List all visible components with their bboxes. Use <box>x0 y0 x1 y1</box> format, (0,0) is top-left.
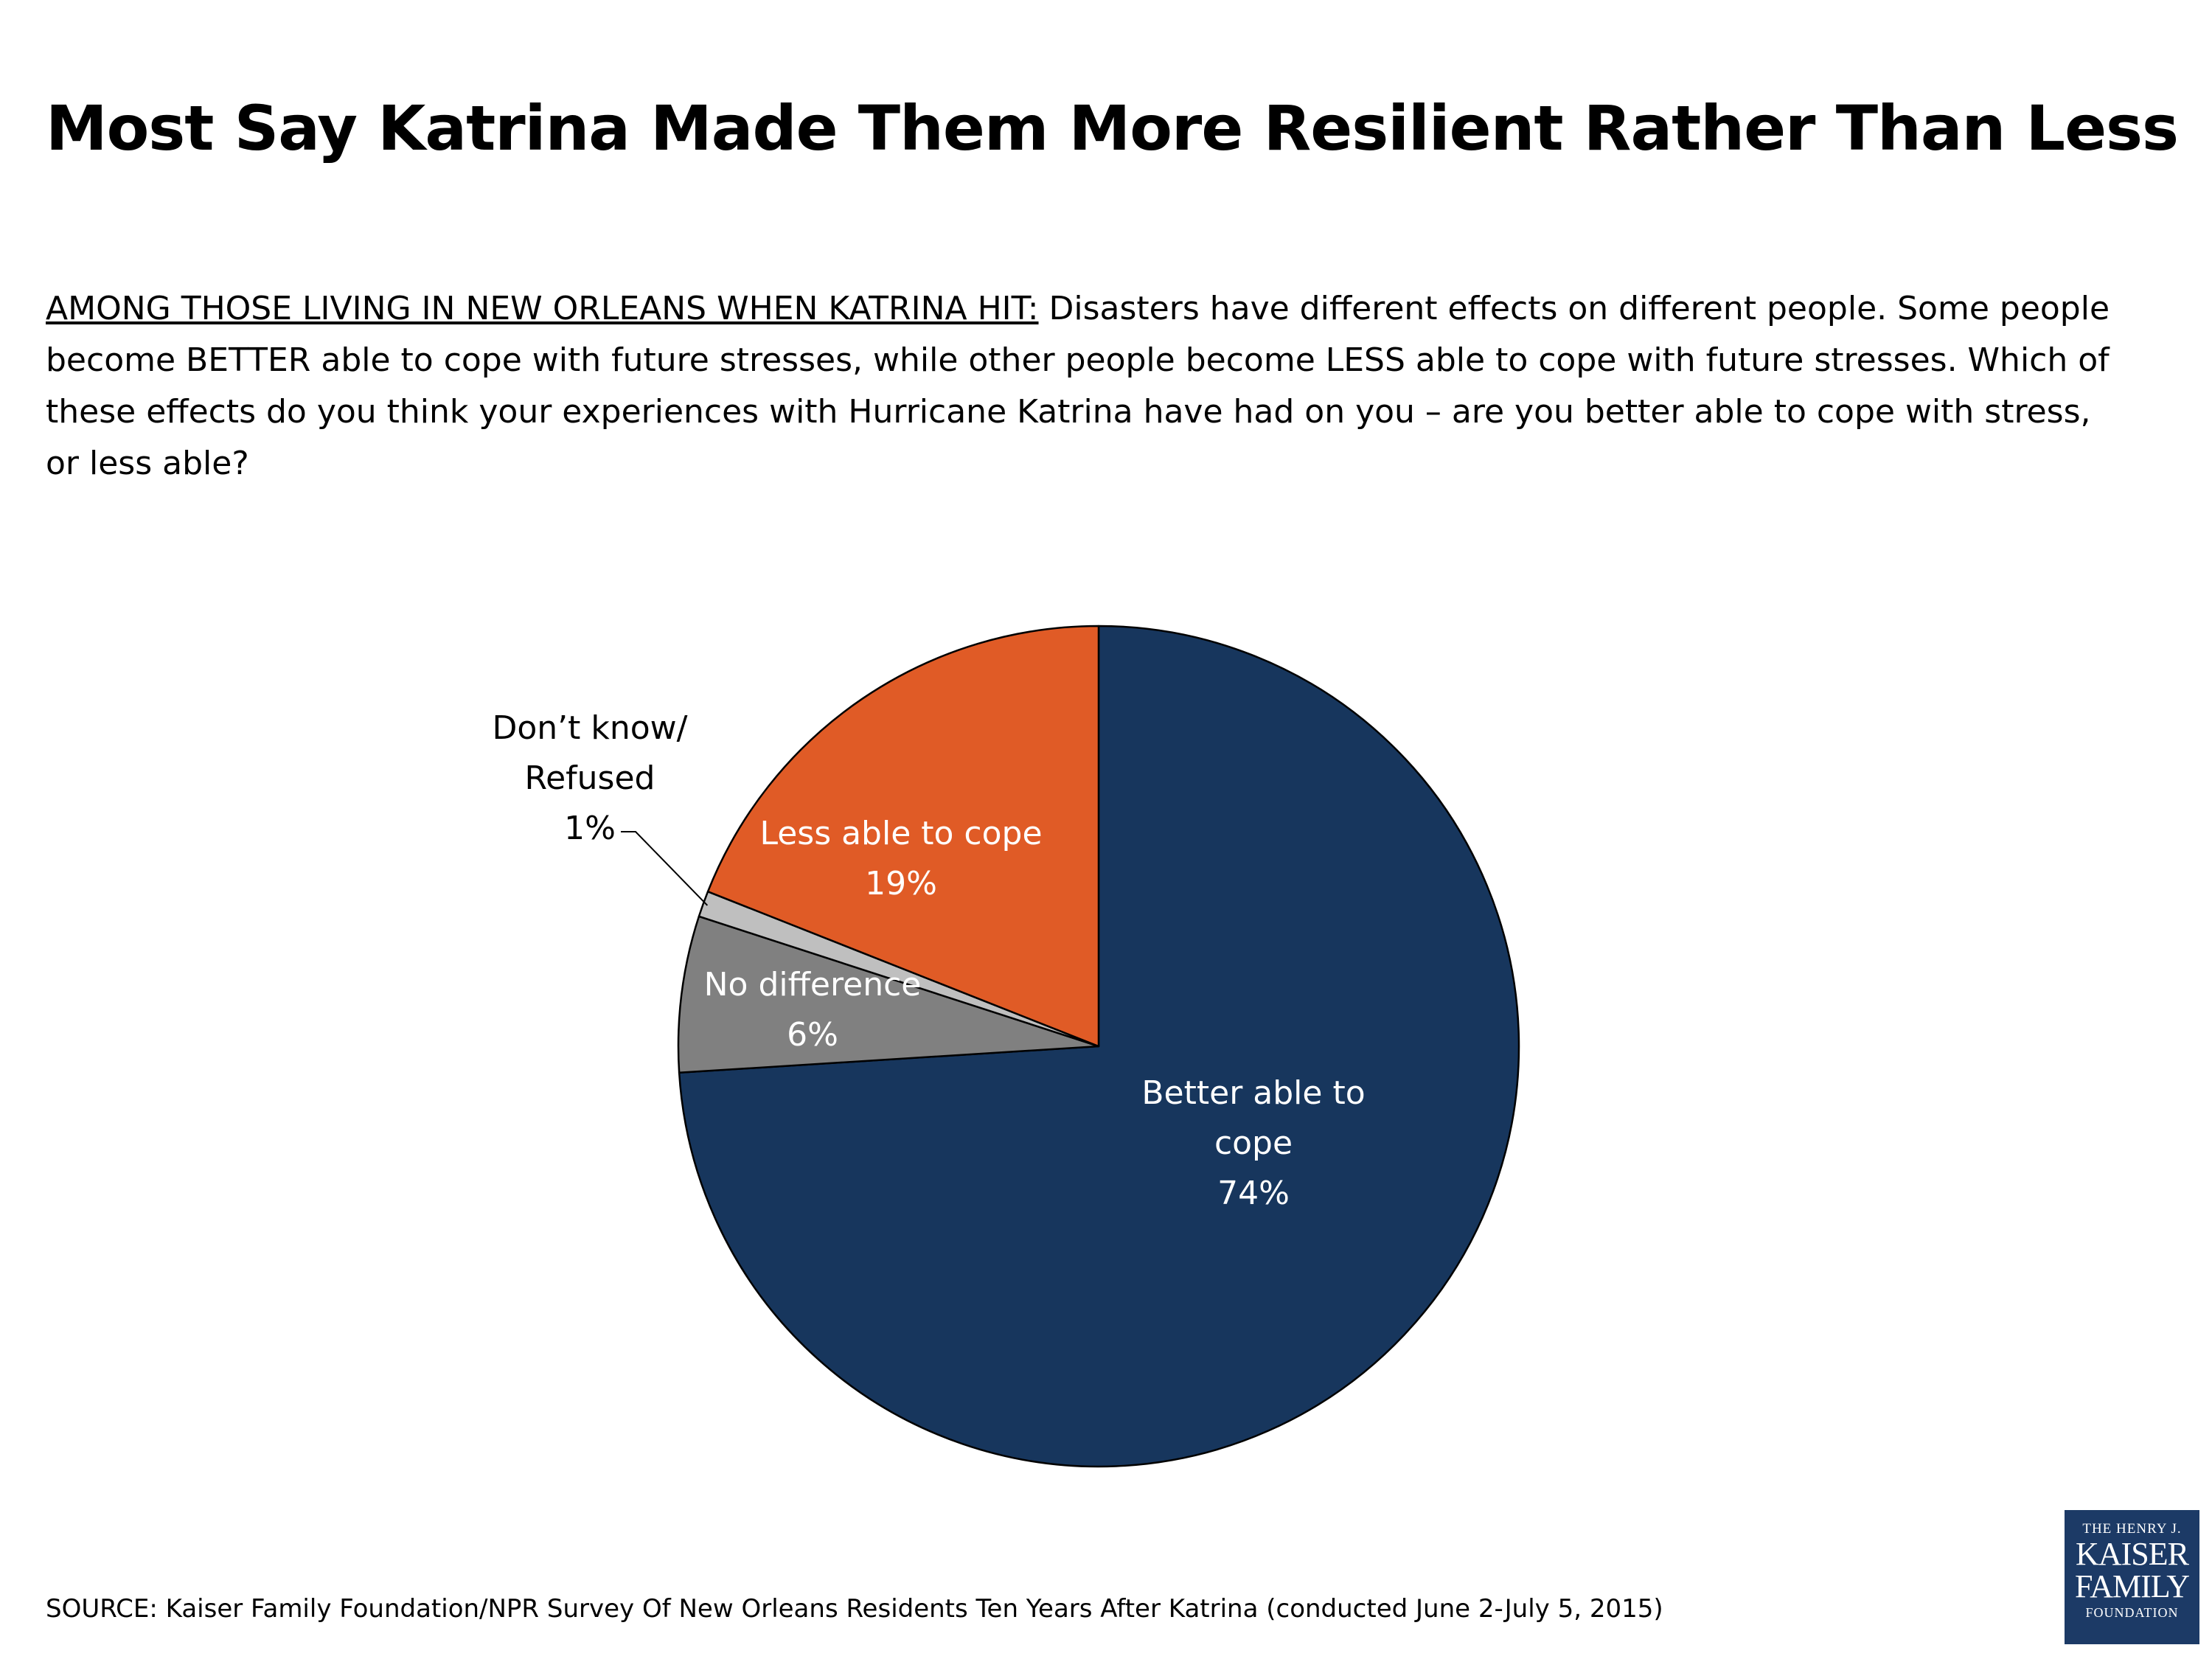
logo-line-1: THE HENRY J. <box>2082 1521 2182 1537</box>
logo-line-4: FOUNDATION <box>2085 1605 2179 1620</box>
pie-slice-3 <box>706 625 1100 1048</box>
slice-category-label-1: No difference <box>704 966 922 1004</box>
slice-category-label-2: Refused <box>525 759 655 797</box>
slice-value-label-0: 74% <box>1217 1175 1290 1212</box>
question-text: Disasters have different effects on diff… <box>46 290 2110 482</box>
slice-category-label-0: Better able to <box>1141 1074 1365 1112</box>
source-note: SOURCE: Kaiser Family Foundation/NPR Sur… <box>46 1594 1663 1624</box>
pie-slice-1 <box>677 915 1100 1074</box>
logo-line-3: FAMILY <box>2074 1568 2190 1604</box>
slice-label-2: Don’t know/Refused 1% <box>492 709 687 847</box>
slice-category-label-2: Don’t know/ <box>492 709 687 747</box>
slice-category-label-3: Less able to cope <box>759 815 1042 852</box>
slice-value-label-1: 6% <box>787 1016 838 1054</box>
kaiser-family-foundation-logo: THE HENRY J. KAISER FAMILY FOUNDATION <box>2065 1510 2199 1644</box>
slice-value-label-3: 19% <box>865 865 937 902</box>
slice-label-3: Less able to cope 19% <box>759 815 1042 902</box>
slice-value-label-2: 1% <box>564 810 616 847</box>
slice-label-1: No difference 6% <box>704 966 922 1054</box>
page-title: Most Say Katrina Made Them More Resilien… <box>46 92 2179 164</box>
question-lead: AMONG THOSE LIVING IN NEW ORLEANS WHEN K… <box>46 290 1039 327</box>
leader-line-2 <box>621 831 709 906</box>
survey-question: AMONG THOSE LIVING IN NEW ORLEANS WHEN K… <box>46 283 2110 490</box>
logo-line-2: KAISER <box>2076 1536 2189 1572</box>
slice-label-0: Better able to cope 74% <box>1141 1074 1365 1212</box>
slice-category-label-0: cope <box>1214 1124 1293 1162</box>
